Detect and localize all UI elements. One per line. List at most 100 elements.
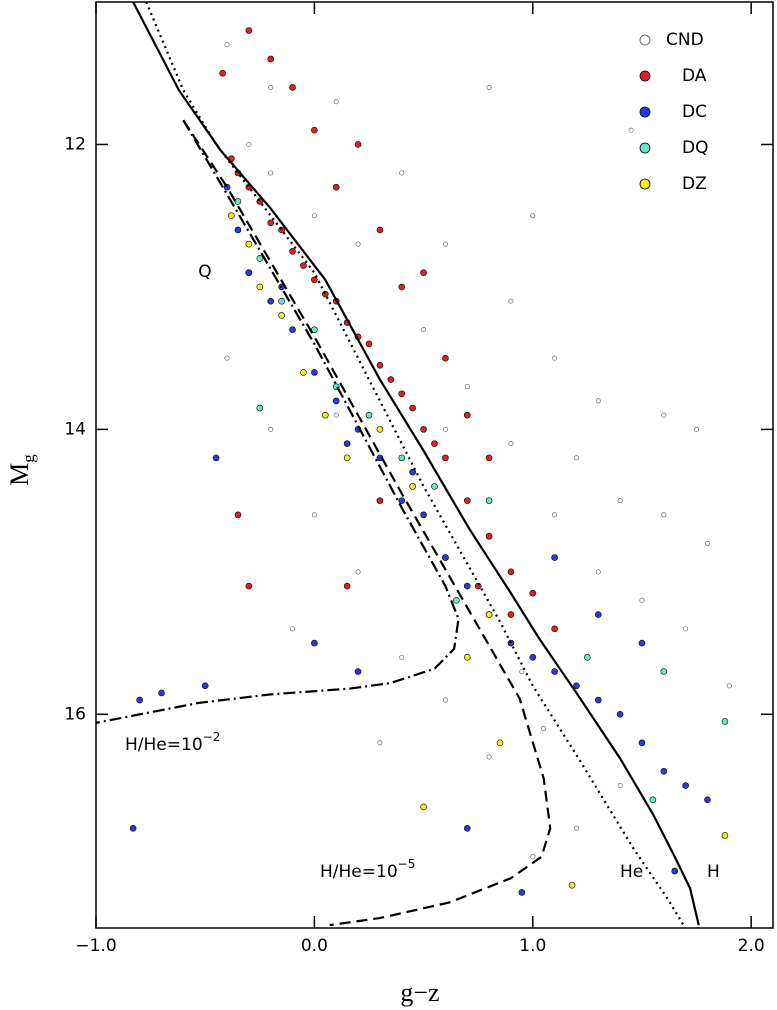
legend-label: CND (666, 30, 704, 50)
point (290, 626, 296, 632)
point (552, 512, 558, 518)
point (551, 554, 558, 561)
curve-label: H (707, 862, 720, 882)
point (661, 512, 667, 518)
legend-marker (639, 70, 651, 82)
point (256, 283, 264, 291)
point (507, 611, 515, 618)
point (704, 540, 710, 546)
point (485, 611, 493, 618)
point (289, 326, 296, 333)
point (617, 783, 623, 789)
point (463, 654, 471, 661)
point (485, 497, 493, 504)
point (212, 454, 220, 462)
point (246, 141, 252, 147)
point (463, 411, 471, 419)
point (267, 55, 275, 63)
point (551, 668, 558, 675)
y-tick-label: 16 (64, 704, 86, 724)
point (289, 248, 296, 255)
curve-label-sup: −2 (203, 730, 221, 744)
point (224, 42, 230, 48)
point (617, 498, 623, 504)
point (573, 825, 579, 831)
point (594, 611, 602, 618)
point (431, 440, 438, 447)
point (529, 654, 537, 661)
point (398, 497, 406, 504)
model-curve (132, 1, 700, 926)
x-tick-label: 2.0 (738, 936, 765, 956)
point (398, 283, 406, 291)
point (671, 867, 679, 875)
point (508, 441, 514, 447)
point (508, 298, 514, 304)
point (420, 511, 427, 519)
point (300, 262, 307, 269)
point (300, 369, 307, 376)
point (541, 726, 547, 732)
point (420, 269, 427, 276)
point (234, 226, 242, 234)
point (267, 219, 275, 227)
point (431, 483, 438, 490)
y-axis-label: Mg (5, 454, 38, 486)
legend-marker (639, 106, 651, 118)
point (726, 683, 732, 689)
curve-label: H/He=10−5 (320, 857, 415, 883)
point (552, 355, 558, 361)
point (245, 582, 253, 590)
point (485, 454, 493, 462)
point (322, 411, 329, 419)
y-axis-label-main: M (5, 463, 34, 486)
model-curve (95, 119, 460, 724)
point (256, 255, 264, 262)
point (529, 589, 537, 597)
curve-label: H/He=10−2 (125, 730, 220, 756)
y-tick-label: 12 (64, 134, 86, 154)
model-curve (182, 119, 552, 927)
legend-marker (639, 178, 651, 190)
point (311, 639, 318, 647)
point (376, 226, 384, 234)
point (343, 440, 351, 447)
curve-label-text: H (707, 862, 720, 882)
point (365, 411, 373, 419)
point (721, 718, 729, 725)
point (355, 569, 361, 575)
point (311, 213, 317, 219)
curve-label-text: H/He=10 (125, 735, 203, 755)
point (201, 682, 209, 690)
legend-label: DA (682, 66, 707, 86)
point (573, 455, 579, 461)
point (136, 696, 143, 704)
point (268, 170, 274, 176)
point (409, 404, 416, 412)
point (219, 69, 226, 77)
point (398, 390, 406, 398)
point (518, 889, 526, 896)
point (354, 668, 362, 675)
point (530, 213, 536, 219)
point (649, 796, 657, 804)
point (519, 669, 525, 675)
point (376, 361, 384, 369)
point (256, 404, 264, 412)
point (442, 697, 448, 703)
point (721, 832, 729, 839)
point (573, 682, 580, 690)
point (496, 739, 504, 747)
point (638, 739, 646, 747)
point (333, 412, 339, 418)
point (311, 369, 318, 376)
legend-label: DZ (682, 174, 707, 194)
x-tick-label: 0.0 (301, 936, 328, 956)
point (463, 824, 471, 832)
point (129, 824, 137, 832)
point (333, 99, 339, 105)
point (682, 782, 689, 789)
legend-label: DC (682, 102, 707, 122)
legend-marker (639, 34, 651, 46)
point (661, 412, 667, 418)
